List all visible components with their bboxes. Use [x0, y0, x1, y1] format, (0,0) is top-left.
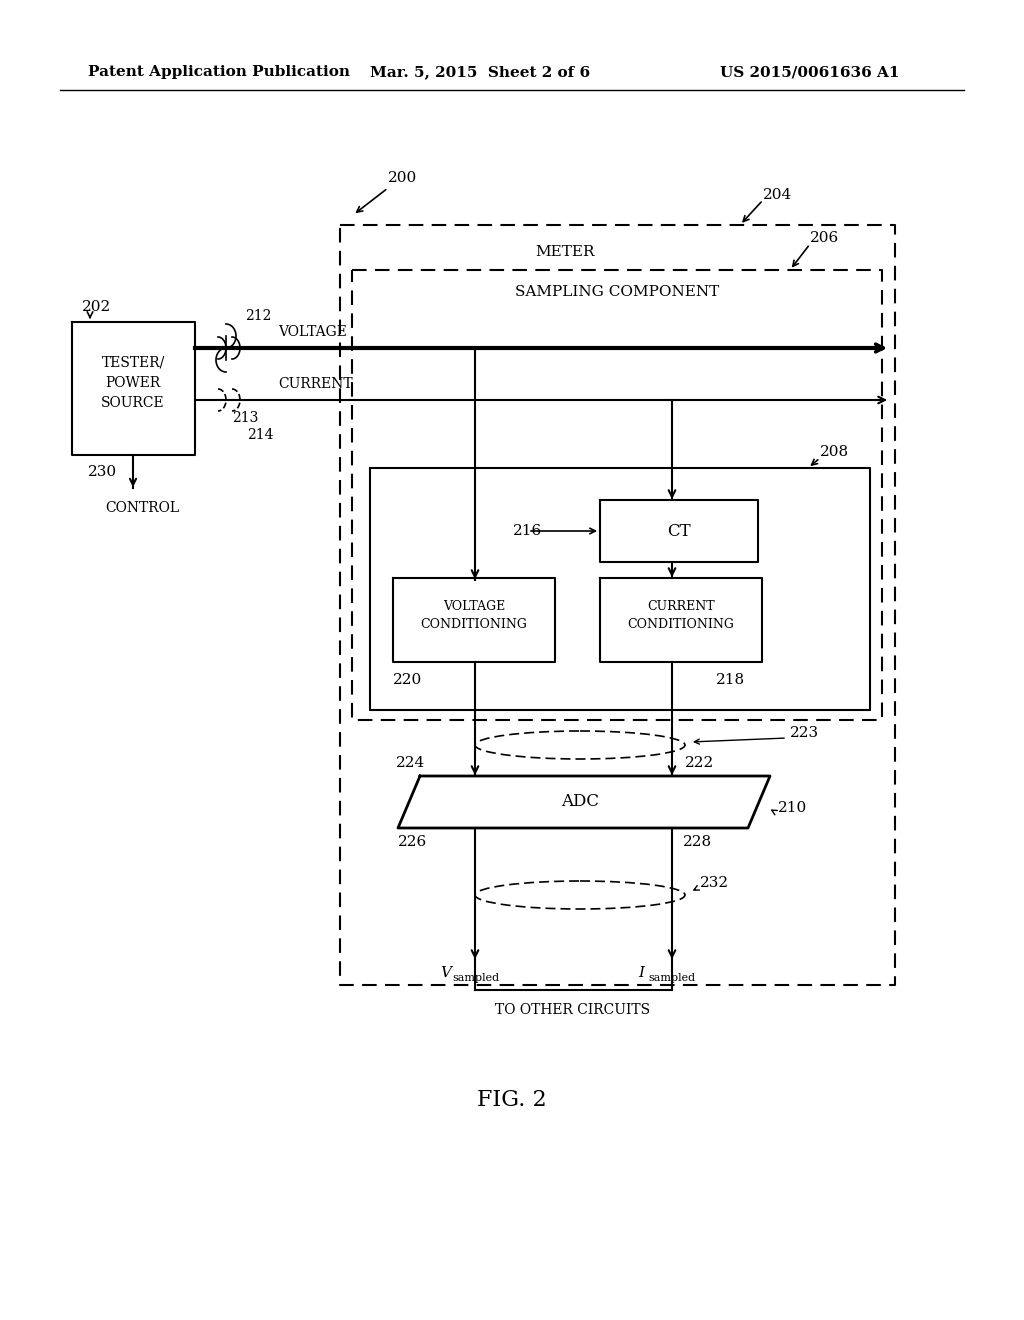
Text: FIG. 2: FIG. 2 — [477, 1089, 547, 1111]
Text: VOLTAGE: VOLTAGE — [442, 601, 505, 614]
Text: 222: 222 — [685, 756, 715, 770]
Text: 208: 208 — [820, 445, 849, 459]
Text: 220: 220 — [393, 673, 422, 686]
Text: 206: 206 — [810, 231, 840, 246]
Text: 223: 223 — [790, 726, 819, 741]
Text: 214: 214 — [247, 428, 273, 442]
Text: Mar. 5, 2015  Sheet 2 of 6: Mar. 5, 2015 Sheet 2 of 6 — [370, 65, 590, 79]
Text: US 2015/0061636 A1: US 2015/0061636 A1 — [720, 65, 899, 79]
Text: CONTROL: CONTROL — [105, 502, 179, 515]
Text: 232: 232 — [700, 876, 729, 890]
Text: 216: 216 — [513, 524, 543, 539]
Text: 230: 230 — [88, 465, 117, 479]
Text: Patent Application Publication: Patent Application Publication — [88, 65, 350, 79]
Text: CONDITIONING: CONDITIONING — [628, 619, 734, 631]
Text: METER: METER — [536, 246, 595, 259]
Text: CONDITIONING: CONDITIONING — [421, 619, 527, 631]
Text: 218: 218 — [716, 673, 745, 686]
Text: 228: 228 — [683, 836, 712, 849]
Text: CT: CT — [668, 523, 691, 540]
Text: TO OTHER CIRCUITS: TO OTHER CIRCUITS — [496, 1003, 650, 1016]
Text: 204: 204 — [763, 187, 793, 202]
Text: 213: 213 — [232, 411, 258, 425]
Text: 202: 202 — [82, 300, 112, 314]
Text: ADC: ADC — [561, 793, 599, 810]
Text: sampled: sampled — [648, 973, 695, 983]
Text: V: V — [440, 966, 451, 979]
Text: 210: 210 — [778, 801, 807, 814]
Text: I: I — [638, 966, 644, 979]
Text: CURRENT: CURRENT — [278, 378, 352, 391]
Text: SAMPLING COMPONENT: SAMPLING COMPONENT — [515, 285, 719, 300]
Text: POWER: POWER — [105, 376, 161, 389]
Text: SOURCE: SOURCE — [101, 396, 165, 411]
Text: 200: 200 — [388, 172, 417, 185]
Text: 226: 226 — [398, 836, 427, 849]
Text: 224: 224 — [396, 756, 425, 770]
Text: sampled: sampled — [452, 973, 499, 983]
Text: TESTER/: TESTER/ — [101, 356, 165, 370]
Text: CURRENT: CURRENT — [647, 601, 715, 614]
Text: 212: 212 — [245, 309, 271, 323]
Text: VOLTAGE: VOLTAGE — [278, 325, 347, 339]
